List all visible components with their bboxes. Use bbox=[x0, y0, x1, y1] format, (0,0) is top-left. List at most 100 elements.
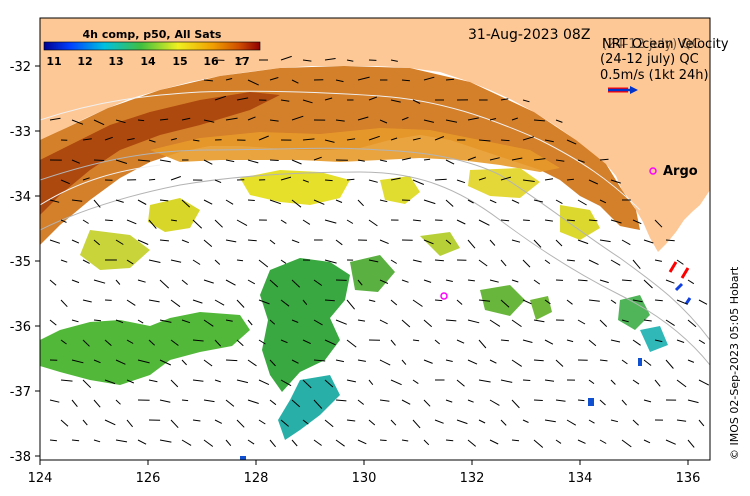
velocity-vector bbox=[60, 179, 70, 185]
x-tick-label: 134 bbox=[568, 471, 593, 486]
velocity-vector bbox=[412, 379, 419, 385]
velocity-vector bbox=[192, 219, 203, 229]
velocity-vector bbox=[159, 239, 169, 242]
x-axis: 124 126 128 130 132 134 136 bbox=[28, 460, 700, 486]
velocity-vector bbox=[93, 159, 105, 161]
velocity-vector bbox=[401, 279, 409, 283]
velocity-vector bbox=[313, 279, 323, 286]
velocity-vector bbox=[93, 439, 101, 443]
velocity-vector bbox=[291, 239, 300, 244]
velocity-vector bbox=[511, 279, 519, 283]
velocity-vector bbox=[225, 359, 238, 362]
velocity-vector bbox=[522, 419, 529, 423]
colorbar-gradient bbox=[43, 41, 261, 51]
velocity-vector bbox=[687, 319, 697, 328]
velocity-vector bbox=[115, 279, 121, 285]
velocity-vector bbox=[533, 319, 545, 323]
velocity-vector bbox=[500, 419, 507, 426]
velocity-vector bbox=[423, 319, 433, 328]
velocity-vector bbox=[368, 419, 376, 426]
velocity-vector bbox=[665, 239, 675, 242]
velocity-vector bbox=[423, 76, 435, 81]
sst-orange-inner bbox=[150, 128, 560, 172]
velocity-vector bbox=[236, 57, 245, 61]
velocity-vector bbox=[544, 339, 554, 345]
velocity-vector bbox=[599, 319, 608, 327]
velocity-vector bbox=[181, 117, 191, 121]
velocity-vector bbox=[236, 259, 244, 262]
colorbar-tick: 17 bbox=[234, 55, 249, 68]
velocity-vector bbox=[544, 139, 554, 143]
velocity-vector bbox=[522, 219, 530, 221]
velocity-vector bbox=[225, 319, 233, 322]
velocity-vector bbox=[115, 159, 128, 164]
sst-yellow-patch-3 bbox=[380, 176, 420, 204]
velocity-vector bbox=[357, 359, 366, 362]
sst-yellow-patch-7 bbox=[420, 232, 460, 256]
velocity-vector bbox=[126, 259, 134, 265]
velocity-vector bbox=[225, 117, 238, 121]
velocity-vector bbox=[379, 159, 388, 162]
velocity-vector bbox=[291, 79, 299, 84]
velocity-vector bbox=[181, 439, 192, 446]
velocity-vector bbox=[588, 339, 597, 347]
map-title: 31-Aug-2023 08Z bbox=[468, 27, 590, 43]
sst-green-mid bbox=[350, 255, 395, 292]
velocity-vector bbox=[390, 59, 398, 62]
velocity-vector bbox=[269, 319, 276, 325]
velocity-vector bbox=[148, 139, 156, 143]
velocity-vector bbox=[247, 79, 259, 86]
velocity-vector bbox=[698, 339, 706, 345]
velocity-vector bbox=[159, 399, 171, 403]
velocity-vector bbox=[643, 279, 653, 289]
velocity-vector bbox=[599, 279, 609, 284]
velocity-vector bbox=[82, 419, 88, 426]
velocity-vector bbox=[137, 319, 144, 324]
velocity-vector bbox=[137, 119, 145, 122]
velocity-vector bbox=[346, 219, 354, 224]
colorbar-title: 4h comp, p50, All Sats bbox=[83, 28, 222, 41]
velocity-vector bbox=[489, 359, 497, 364]
velocity-vector bbox=[632, 419, 639, 426]
velocity-vector bbox=[533, 199, 544, 203]
velocity-vector bbox=[445, 159, 455, 165]
velocity-vector bbox=[302, 138, 315, 141]
velocity-vector bbox=[500, 98, 509, 101]
argo-marker[interactable] bbox=[649, 167, 657, 175]
velocity-vector bbox=[159, 199, 169, 202]
velocity-vector bbox=[654, 379, 661, 387]
velocity-vector bbox=[214, 179, 222, 184]
velocity-vector bbox=[610, 179, 621, 184]
velocity-legend: NRT Ocean Velocity (24-12 july) QC (24-1… bbox=[600, 37, 729, 94]
velocity-vector bbox=[489, 319, 501, 327]
velocity-vector bbox=[489, 399, 500, 406]
sst-yellow-patch-2 bbox=[148, 198, 200, 232]
velocity-vector bbox=[632, 219, 642, 225]
velocity-vector bbox=[115, 359, 126, 365]
velocity-vector bbox=[324, 139, 335, 143]
velocity-vector bbox=[401, 116, 409, 121]
velocity-vector bbox=[203, 159, 213, 165]
velocity-vector bbox=[511, 359, 522, 367]
velocity-vector bbox=[632, 259, 641, 270]
sst-yellow-patch-6 bbox=[80, 230, 150, 270]
velocity-vector bbox=[533, 279, 541, 285]
velocity-vector bbox=[379, 279, 389, 284]
velocity-vector bbox=[610, 419, 619, 423]
velocity-vector bbox=[654, 339, 663, 343]
y-tick-label: -32 bbox=[10, 60, 31, 75]
velocity-vector bbox=[49, 399, 60, 403]
velocity-vector bbox=[258, 135, 269, 141]
velocity-vector bbox=[588, 259, 599, 266]
velocity-vector bbox=[214, 379, 221, 383]
velocity-vector bbox=[280, 55, 292, 61]
velocity-vector bbox=[456, 379, 465, 387]
velocity-vector bbox=[247, 279, 256, 285]
velocity-vector bbox=[610, 259, 621, 266]
velocity-vector bbox=[203, 199, 213, 205]
argo-marker[interactable] bbox=[440, 292, 448, 300]
velocity-vector bbox=[676, 299, 688, 305]
velocity-vector bbox=[467, 199, 474, 204]
velocity-vector bbox=[379, 439, 387, 441]
velocity-vector bbox=[423, 158, 431, 161]
